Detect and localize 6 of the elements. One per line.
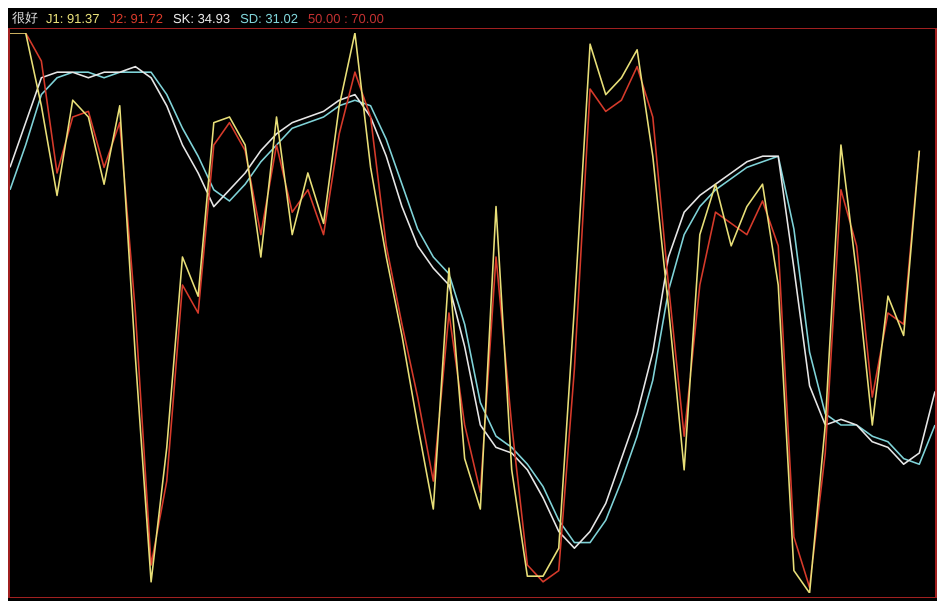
chart-title: 很好: [12, 9, 38, 27]
text: J2: 91.72: [110, 10, 163, 26]
text: SD: 31.02: [240, 10, 298, 26]
text: 50.00 : 70.00: [308, 10, 384, 26]
text: SK: 34.93: [173, 10, 230, 26]
series-label: J1: 91.37: [46, 10, 100, 26]
